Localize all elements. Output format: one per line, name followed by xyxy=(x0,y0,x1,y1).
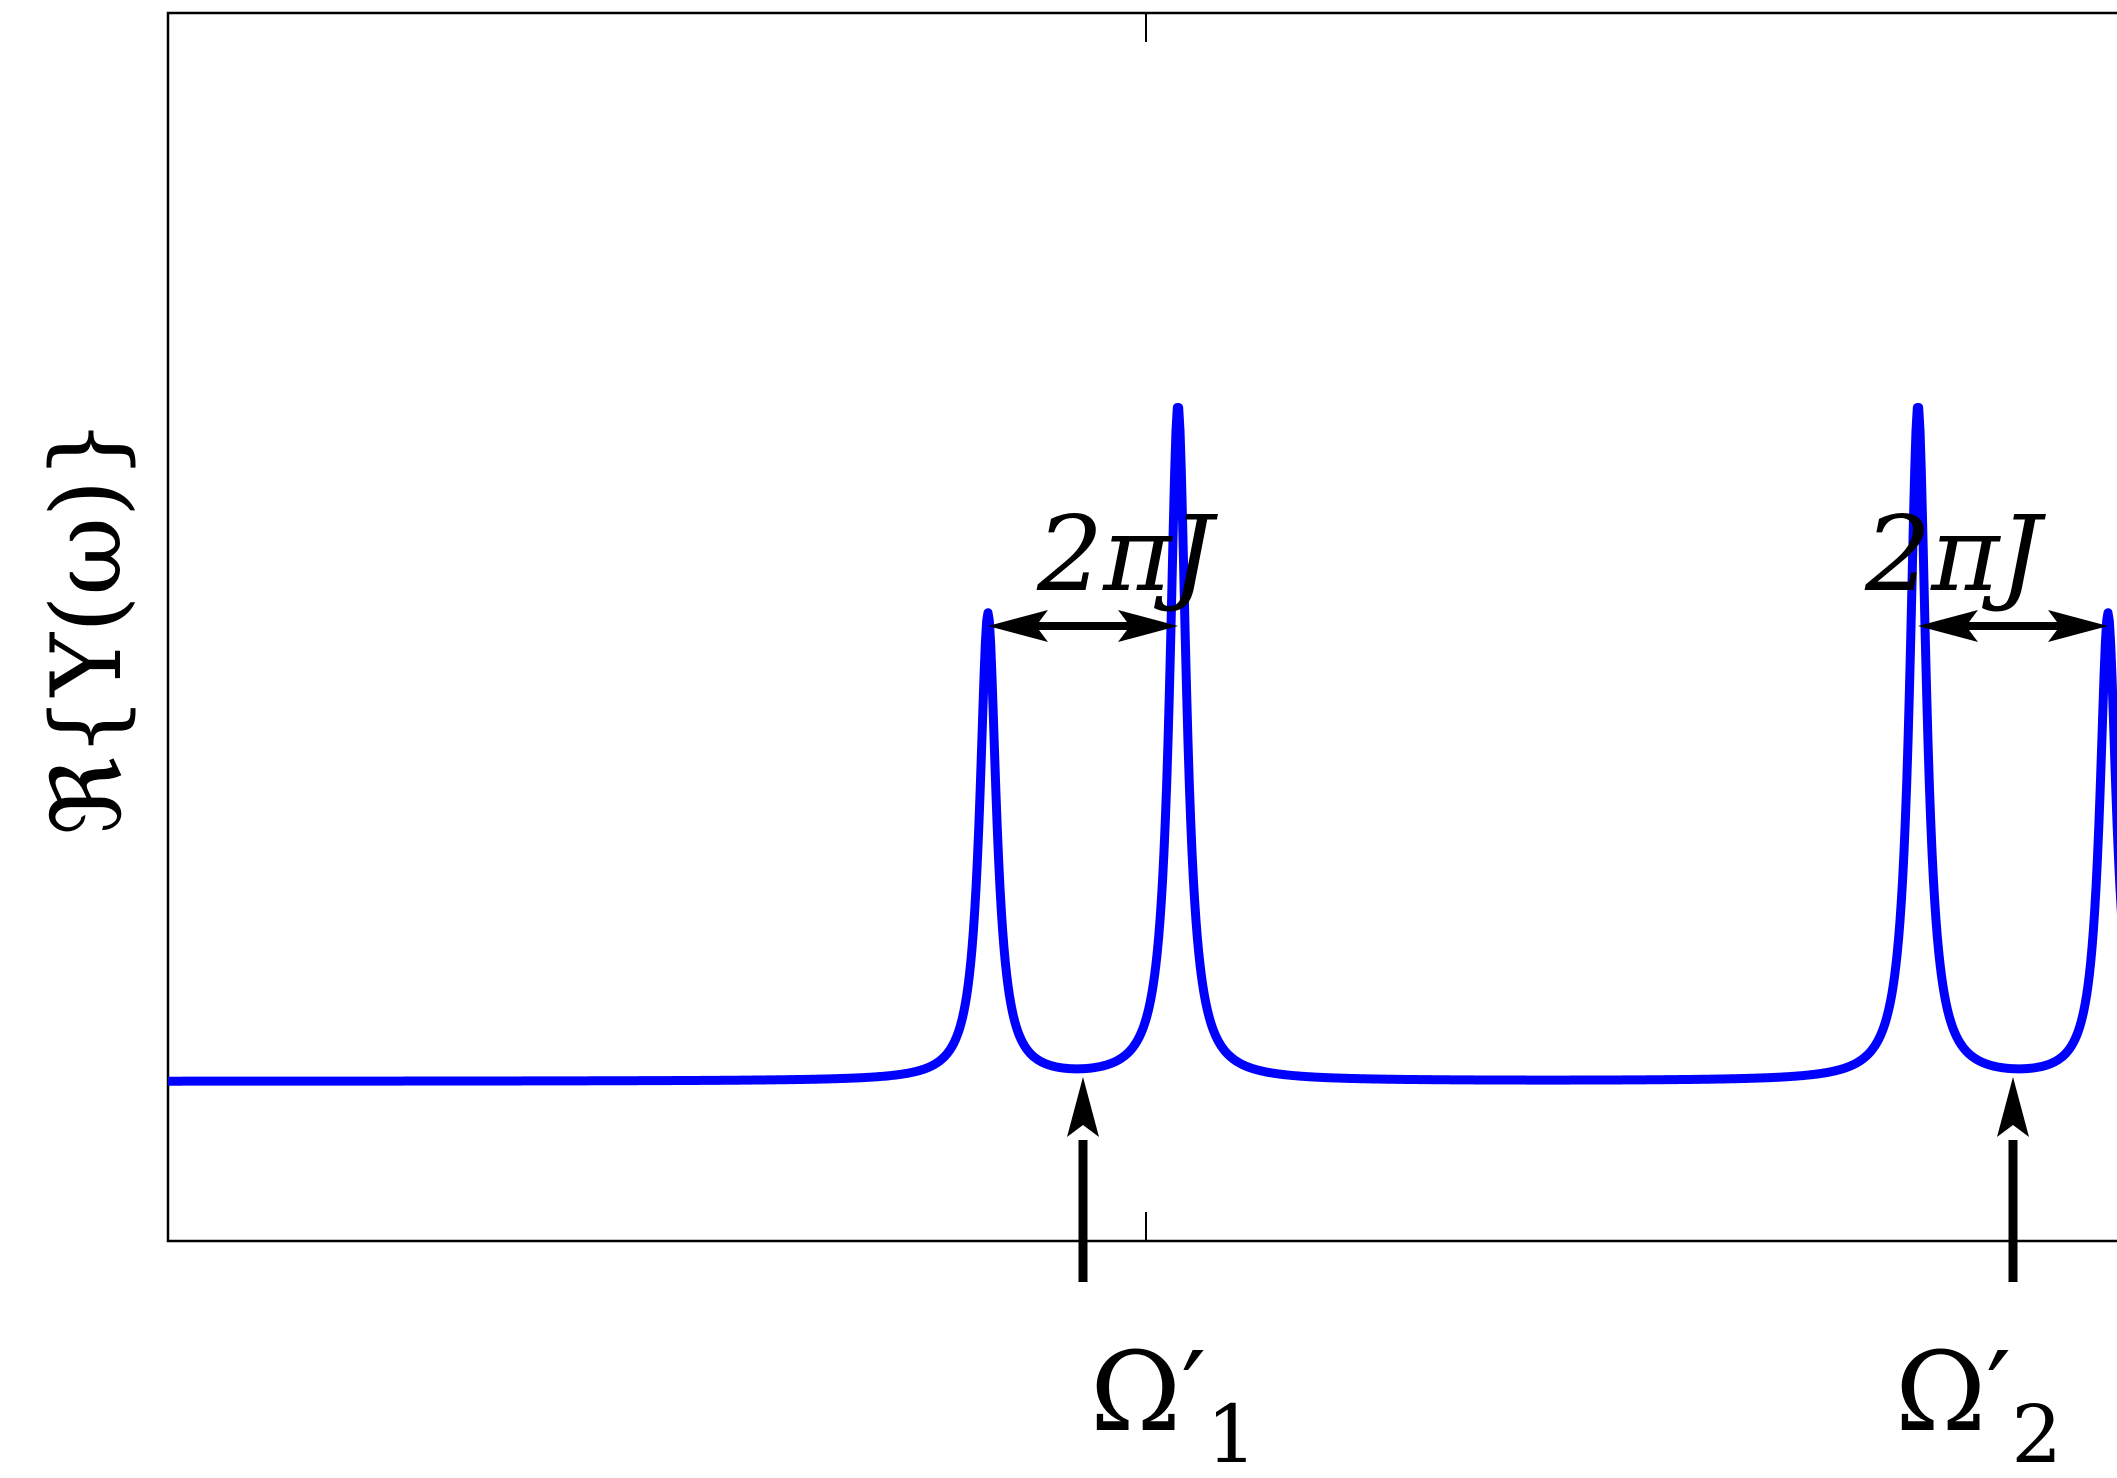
omega2-arrow-head xyxy=(1997,1077,2029,1137)
omega1-subscript: 1 xyxy=(1206,1388,1257,1478)
splitting-arrows xyxy=(988,610,2108,642)
omega1-arrow-head xyxy=(1067,1077,1099,1137)
splitting-arrow-right-head-r xyxy=(2048,610,2108,642)
splitting-arrow-right-head-l xyxy=(1918,610,1978,642)
series-line xyxy=(164,402,2117,1086)
omega2-subscript: 2 xyxy=(2011,1388,2062,1478)
splitting-label-left: 2πJ xyxy=(1036,493,1219,615)
omega-arrows xyxy=(1067,1077,2029,1282)
omega1-label: Ω′1 xyxy=(1090,1328,1257,1478)
splitting-label-right: 2πJ xyxy=(1864,493,2047,615)
plot-frame xyxy=(166,11,2117,1243)
y-axis-label: ℜ{Y(ω)} xyxy=(31,419,143,836)
splitting-arrow-left-head-l xyxy=(988,610,1048,642)
splitting-arrow-left-head-r xyxy=(1118,610,1178,642)
omega2-label: Ω′2 xyxy=(1895,1328,2062,1478)
